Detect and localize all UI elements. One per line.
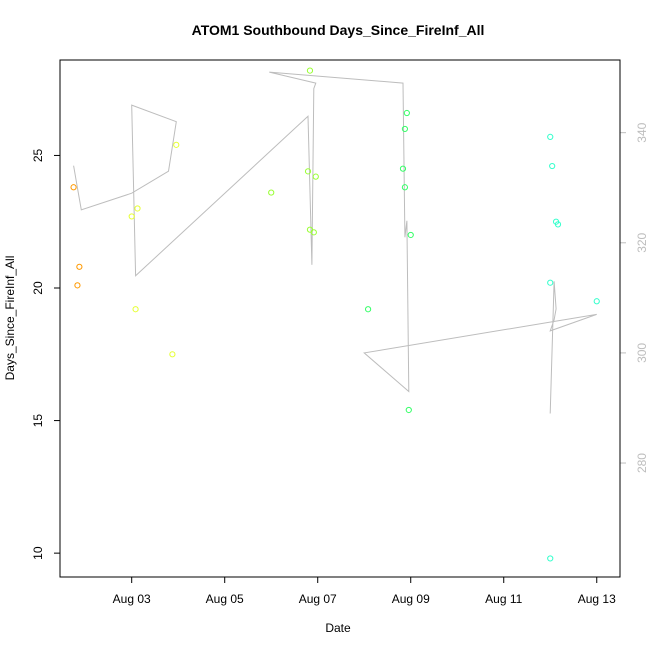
- data-point: [407, 231, 414, 239]
- data-point: [304, 168, 312, 175]
- data-point: [310, 229, 317, 236]
- data-point: [401, 125, 409, 133]
- series-line: [73, 71, 597, 414]
- points-group: [70, 67, 600, 562]
- data-point: [268, 189, 275, 196]
- data-point: [173, 141, 180, 148]
- data-point: [74, 282, 81, 289]
- x-tick-label: Aug 05: [206, 592, 244, 606]
- data-point: [128, 213, 135, 220]
- y2-tick-label: 280: [635, 453, 649, 473]
- data-point: [593, 298, 600, 305]
- x-tick-label: Aug 13: [578, 592, 616, 606]
- y-axis-label: Days_Since_FireInf_All: [3, 256, 17, 381]
- series-line-group: [73, 71, 597, 414]
- data-point: [76, 263, 83, 270]
- data-point: [403, 109, 410, 117]
- y-tick-label: 20: [31, 281, 45, 295]
- y-tick-label: 15: [31, 414, 45, 428]
- y2-tick-label: 340: [635, 122, 649, 142]
- x-axis: Aug 03 Aug 05 Aug 07 Aug 09 Aug 11 Aug 13: [113, 577, 616, 606]
- data-point: [547, 133, 554, 140]
- y-axis: 10 15 20 25: [31, 148, 60, 560]
- plot-frame: [59, 59, 621, 578]
- data-point: [554, 221, 562, 228]
- data-point: [405, 406, 412, 414]
- data-point: [312, 173, 319, 180]
- data-point: [169, 351, 176, 358]
- data-point: [132, 306, 139, 313]
- y-tick-label: 25: [31, 148, 45, 162]
- data-point: [134, 205, 141, 212]
- data-point: [401, 184, 409, 191]
- x-tick-label: Aug 07: [299, 592, 337, 606]
- x-tick-label: Aug 09: [392, 592, 430, 606]
- x-tick-label: Aug 03: [113, 592, 151, 606]
- data-point: [547, 555, 554, 562]
- x-axis-label: Date: [325, 621, 351, 635]
- data-point: [70, 184, 77, 191]
- y-tick-label: 10: [31, 546, 45, 560]
- y2-tick-label: 300: [635, 343, 649, 363]
- data-point: [549, 162, 556, 170]
- data-point: [306, 67, 314, 74]
- x-tick-label: Aug 11: [485, 592, 522, 606]
- data-point: [364, 306, 372, 313]
- data-point: [547, 279, 554, 286]
- y2-tick-label: 320: [635, 232, 649, 252]
- chart-title: ATOM1 Southbound Days_Since_FireInf_All: [192, 22, 485, 38]
- data-point: [399, 165, 407, 172]
